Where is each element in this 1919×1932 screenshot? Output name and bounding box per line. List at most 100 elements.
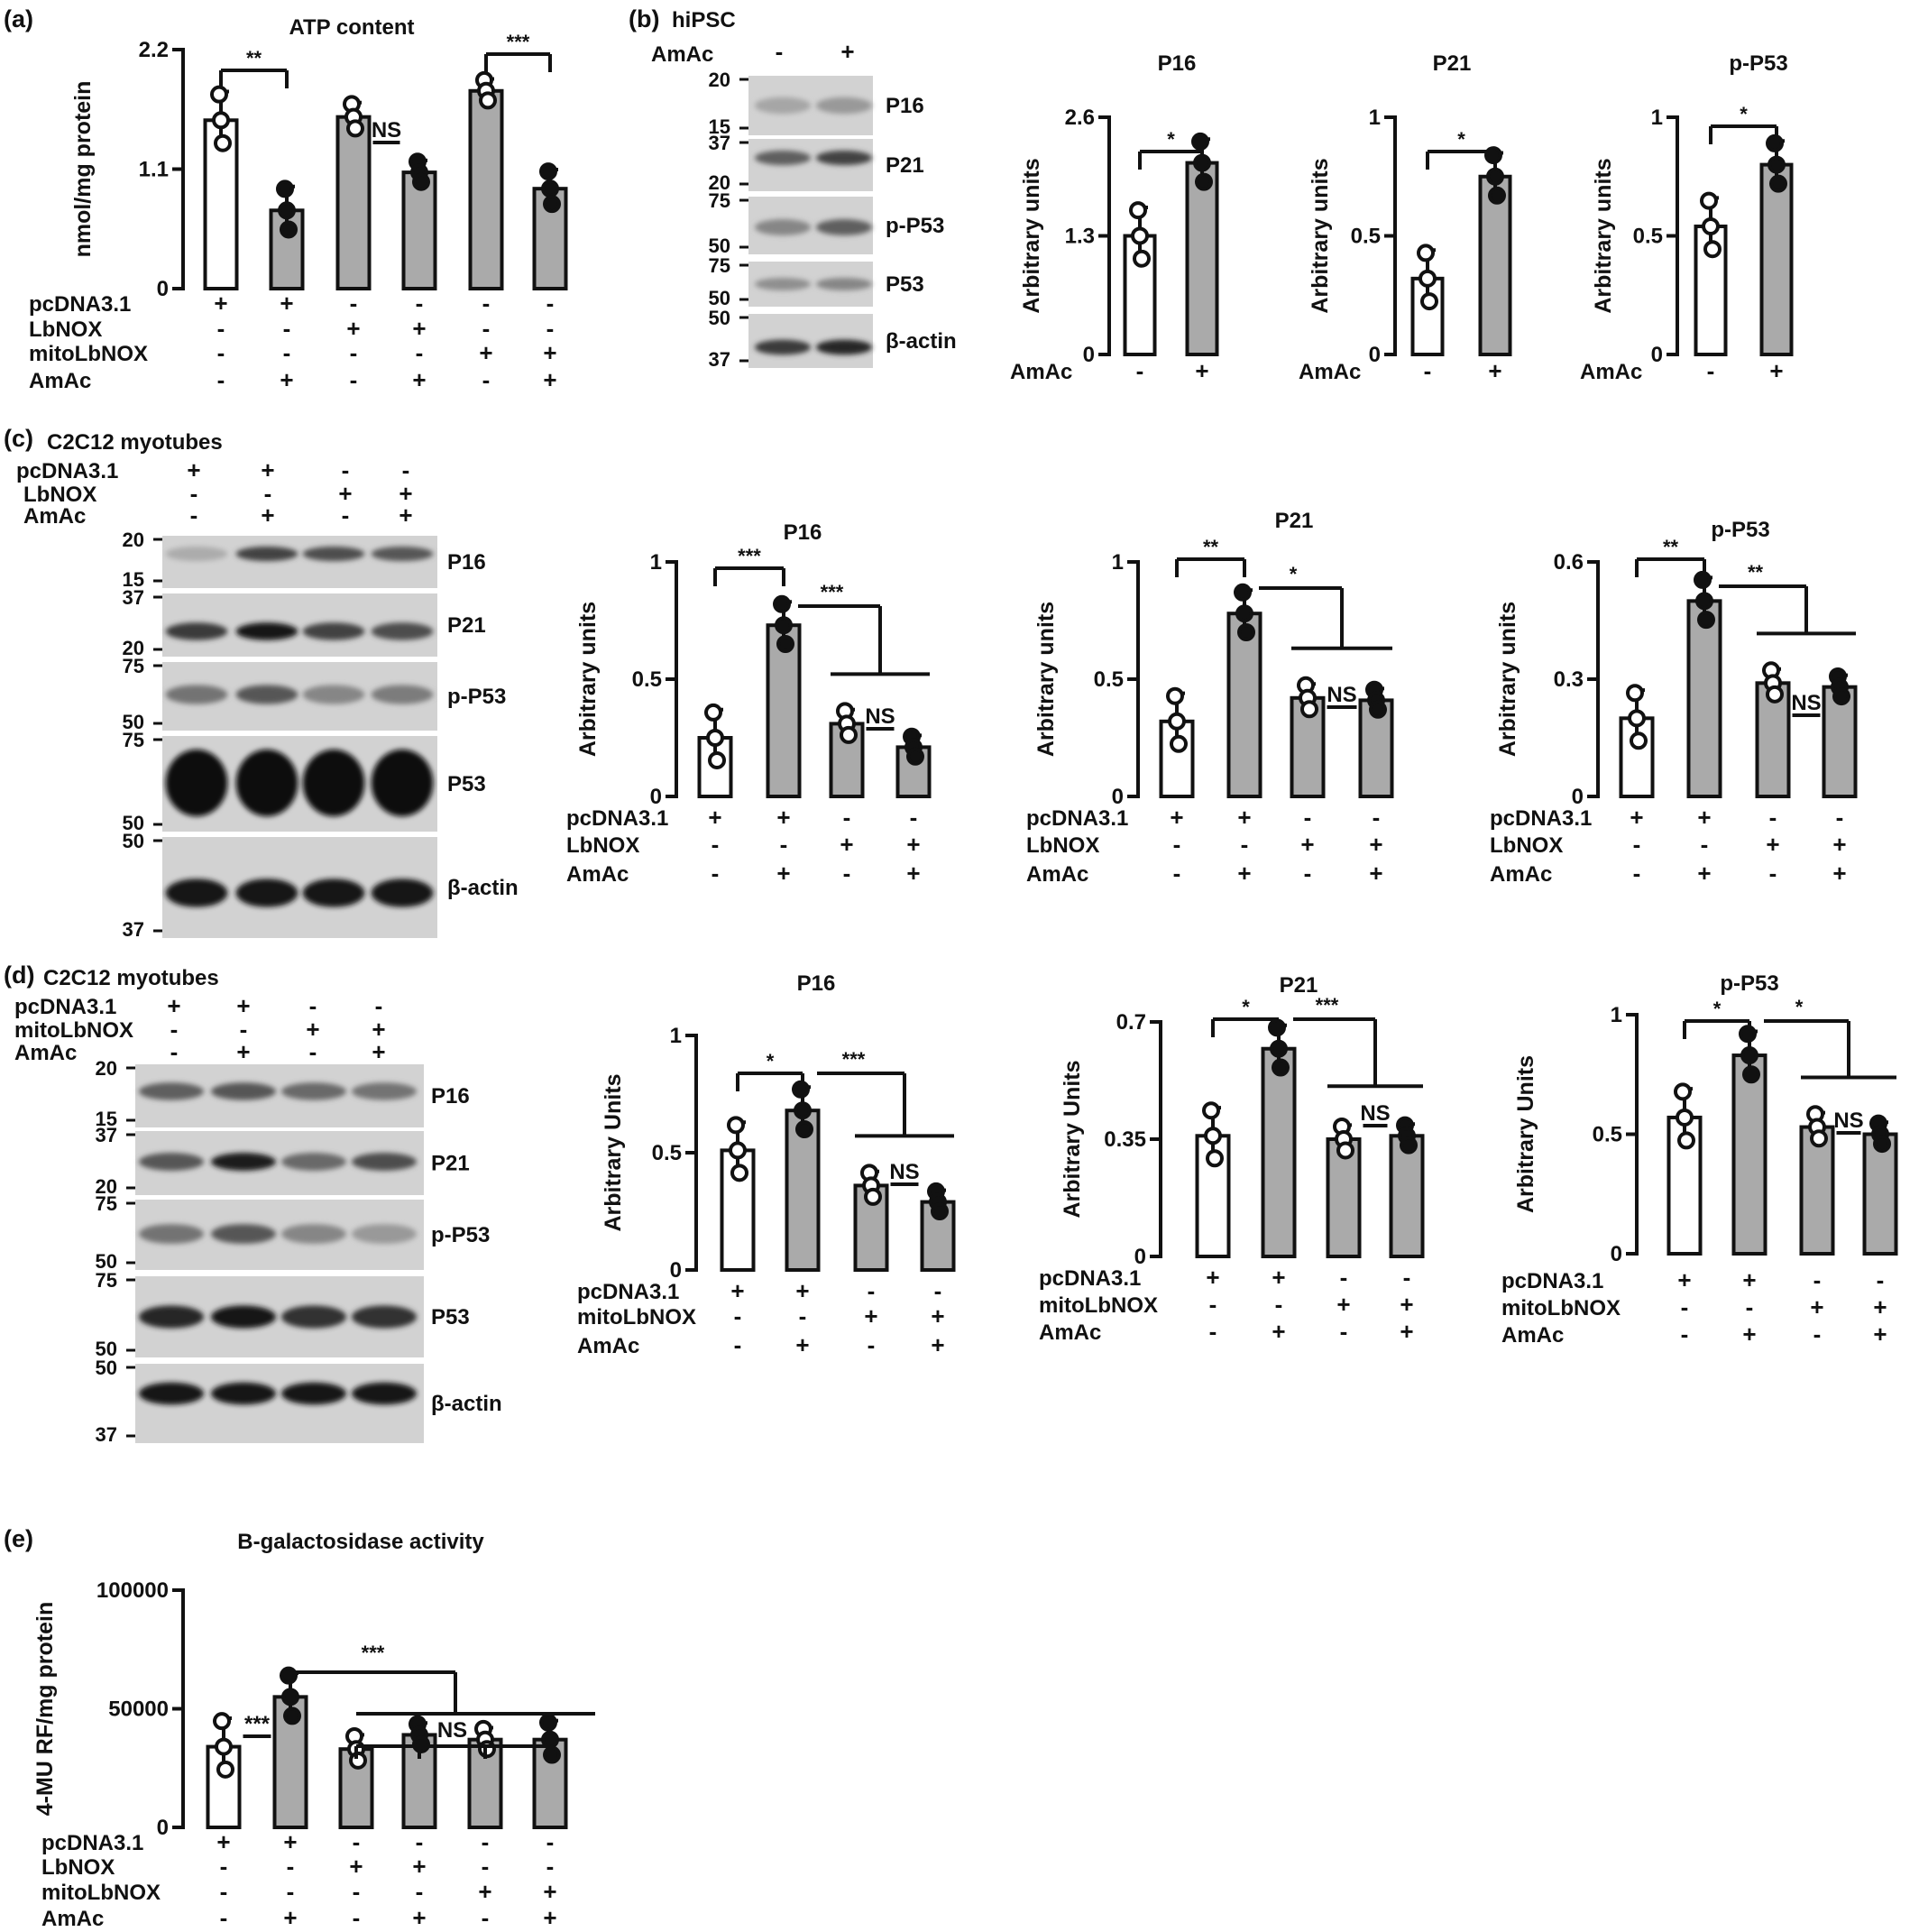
- panel-d-cond-sign: +: [167, 992, 180, 1019]
- blot-band: [281, 1305, 346, 1329]
- mw-marker-label: 15: [123, 568, 144, 591]
- condition-label: pcDNA3.1: [577, 1280, 679, 1304]
- blot-band: [371, 622, 434, 640]
- significance-label: NS: [437, 1718, 467, 1743]
- condition-sign: -: [1424, 357, 1432, 384]
- condition-sign: -: [546, 290, 555, 317]
- blot-band: [371, 879, 434, 907]
- data-point: [1131, 226, 1149, 245]
- mw-marker-label: 75: [96, 1192, 117, 1215]
- data-point: [1133, 249, 1151, 268]
- chart-title: P21: [1275, 509, 1314, 533]
- y-tick-label: 0.5: [632, 667, 662, 692]
- y-tick-label: 1.3: [1065, 225, 1095, 249]
- panel-c-condition-row-0: pcDNA3.1 + + - -: [16, 456, 409, 483]
- condition-sign: -: [1633, 831, 1641, 858]
- chart-title: B-galactosidase activity: [237, 1530, 484, 1554]
- condition-sign: +: [1369, 860, 1382, 887]
- blot-protein-label: P53: [447, 772, 486, 796]
- condition-sign: -: [350, 339, 358, 366]
- significance-label: *: [1457, 128, 1465, 151]
- condition-sign: +: [906, 860, 920, 887]
- condition-sign: +: [931, 1302, 944, 1329]
- condition-sign: -: [353, 1828, 361, 1855]
- condition-sign: +: [216, 1828, 230, 1855]
- condition-label: pcDNA3.1: [41, 1831, 143, 1855]
- mw-marker-label: 50: [123, 711, 144, 733]
- condition-label: LbNOX: [29, 317, 102, 342]
- significance-label: NS: [372, 118, 401, 143]
- data-point: [1768, 155, 1786, 174]
- y-tick-label: 50000: [108, 1697, 169, 1722]
- data-point: [840, 725, 858, 744]
- condition-sign: +: [840, 831, 853, 858]
- blot-protein-label: P21: [447, 613, 486, 638]
- condition-label: AmAc: [1490, 862, 1552, 887]
- data-point: [1873, 1135, 1891, 1154]
- data-point: [1206, 1149, 1224, 1168]
- condition-sign: +: [1336, 1291, 1350, 1318]
- condition-sign: -: [734, 1302, 742, 1329]
- data-point: [1270, 1039, 1288, 1058]
- condition-sign: +: [708, 804, 721, 831]
- blot-protein-label: P16: [447, 550, 486, 575]
- condition-label: LbNOX: [41, 1855, 115, 1880]
- y-tick-label: 0: [157, 277, 169, 301]
- data-point: [729, 1141, 747, 1160]
- data-point: [1235, 604, 1253, 623]
- condition-sign: -: [546, 315, 555, 342]
- condition-label: LbNOX: [566, 833, 639, 858]
- chart-title: ATP content: [289, 15, 414, 40]
- panel-letter-e: (e): [4, 1525, 33, 1552]
- condition-sign: +: [1195, 357, 1208, 384]
- blot-band: [165, 749, 228, 817]
- condition-label: AmAc: [1580, 360, 1642, 384]
- data-point: [1417, 244, 1435, 262]
- data-point: [795, 1120, 813, 1138]
- panel-d-cond-sign: -: [309, 992, 317, 1019]
- data-point: [1832, 687, 1850, 706]
- panel-c-condition-row-2: AmAc - + - +: [23, 501, 413, 529]
- condition-sign: -: [220, 1878, 228, 1905]
- condition-sign: +: [478, 1878, 491, 1905]
- mw-marker-label: 20: [709, 69, 730, 91]
- blot-band: [235, 546, 298, 562]
- blot-band: [211, 1224, 276, 1244]
- data-point: [706, 729, 724, 747]
- significance-label: NS: [1327, 683, 1356, 707]
- data-point: [1700, 191, 1718, 210]
- panel-d-cond-sign: -: [240, 1016, 248, 1043]
- bar: [468, 88, 504, 291]
- condition-sign: -: [1813, 1320, 1822, 1348]
- condition-sign: -: [1136, 357, 1144, 384]
- condition-sign: +: [1742, 1266, 1756, 1293]
- panel-letter-b: (b): [629, 5, 659, 32]
- condition-sign: -: [283, 315, 291, 342]
- blot-band: [281, 1382, 346, 1405]
- mw-marker-label: 37: [96, 1423, 117, 1446]
- bar: [1261, 1046, 1297, 1258]
- condition-sign: -: [1701, 831, 1709, 858]
- condition-sign: +: [776, 804, 790, 831]
- data-point: [775, 616, 793, 635]
- blot-band: [165, 622, 228, 640]
- significance-label: **: [1748, 561, 1764, 584]
- data-point: [1300, 700, 1318, 719]
- mw-marker-label: 50: [123, 830, 144, 852]
- panel-c-cell-type: C2C12 myotubes: [47, 430, 223, 455]
- condition-sign: +: [1677, 1266, 1691, 1293]
- y-axis-label: Arbitrary Units: [1060, 1060, 1085, 1218]
- significance-label: *: [1290, 563, 1298, 585]
- blot-band: [371, 749, 434, 817]
- condition-sign: -: [416, 1828, 424, 1855]
- chart-title: p-P53: [1720, 971, 1778, 996]
- data-point: [1170, 734, 1188, 753]
- data-point: [1702, 216, 1720, 235]
- condition-sign: +: [1832, 831, 1846, 858]
- chart-b3: p-P53 Arbitrary units 0 0.5 1 AmAc - + *: [1580, 51, 1794, 384]
- mw-marker-label: 20: [96, 1057, 117, 1080]
- data-point: [215, 1737, 233, 1756]
- y-tick-label: 0: [1611, 1242, 1622, 1266]
- condition-sign: +: [1369, 831, 1382, 858]
